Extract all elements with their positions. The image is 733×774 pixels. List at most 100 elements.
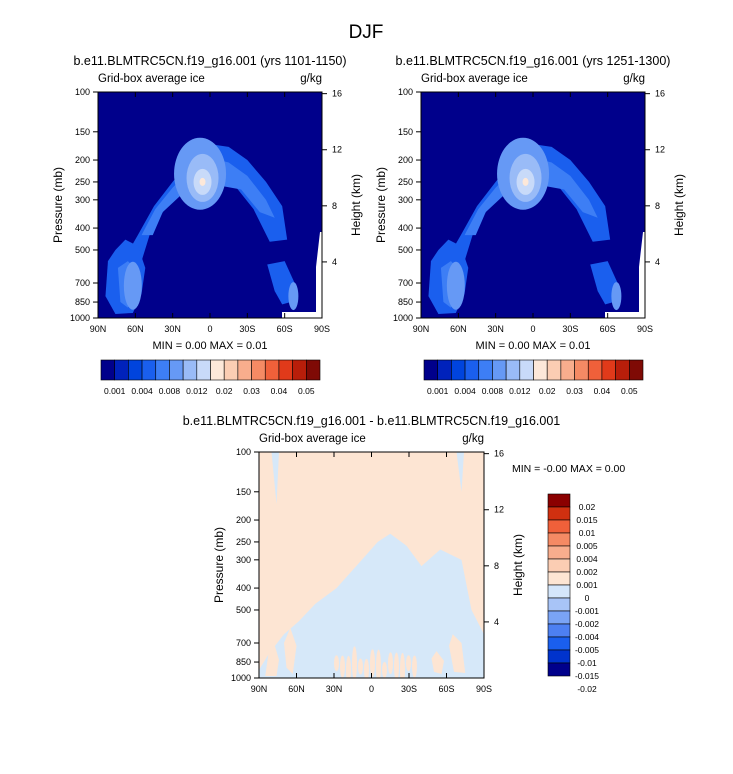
field-layer bbox=[259, 452, 484, 678]
colorbar-box bbox=[223, 359, 239, 381]
x-tick-label: 30N bbox=[164, 324, 181, 334]
colorbar-box bbox=[547, 610, 571, 625]
positive-nh-mid bbox=[284, 627, 297, 674]
colorbar-label: 0.03 bbox=[566, 386, 583, 396]
y-tick-label: 500 bbox=[75, 245, 90, 255]
positive-lower-speckle bbox=[334, 655, 339, 672]
ice-arch-outer bbox=[122, 144, 288, 262]
colorbar-box bbox=[196, 359, 211, 381]
colorbar-label: -0.001 bbox=[575, 606, 599, 616]
colorbar-box bbox=[547, 545, 571, 560]
ice-core-4 bbox=[522, 177, 529, 186]
y-tick-label: 700 bbox=[75, 278, 90, 288]
missing-data-region bbox=[282, 232, 322, 318]
colorbar-label: 0.04 bbox=[271, 386, 288, 396]
positive-lower-speckle bbox=[358, 658, 363, 675]
colorbar-box bbox=[128, 359, 143, 381]
y-tick-label: 100 bbox=[75, 87, 90, 97]
ice-arch-inner bbox=[464, 157, 598, 236]
y-axis-title-right: Height (km) bbox=[511, 534, 525, 596]
colorbar-box bbox=[546, 359, 562, 381]
x-tick-label: 30S bbox=[401, 684, 417, 694]
colorbar-label: 0.005 bbox=[576, 541, 598, 551]
colorbar-label: -0.015 bbox=[575, 671, 599, 681]
x-tick-label: 60S bbox=[600, 324, 616, 334]
panel-left-label: Grid-box average ice bbox=[259, 433, 366, 445]
colorbar-label: 0.008 bbox=[482, 386, 504, 396]
ice-sh-band bbox=[267, 261, 295, 305]
colorbar-label: 0.004 bbox=[576, 554, 598, 564]
colorbar-label: 0.008 bbox=[159, 386, 181, 396]
colorbar-box bbox=[169, 359, 184, 381]
panel-units-label: g/kg bbox=[462, 433, 484, 445]
y-tick-label: 400 bbox=[398, 223, 413, 233]
y-tick-label: 250 bbox=[236, 537, 251, 547]
colorbar-label: 0.02 bbox=[216, 386, 233, 396]
y-tick-label-right: 4 bbox=[494, 617, 499, 627]
colorbar-label: 0.015 bbox=[576, 515, 598, 525]
colorbar-box bbox=[478, 359, 493, 381]
x-tick-label: 60N bbox=[127, 324, 144, 334]
y-tick-label: 700 bbox=[398, 278, 413, 288]
y-tick-label: 1000 bbox=[70, 313, 90, 323]
positive-sh-lower bbox=[449, 634, 466, 673]
colorbar-box bbox=[533, 359, 548, 381]
min-max-stats: MIN = 0.00 MAX = 0.01 bbox=[153, 340, 268, 352]
x-tick-label: 60S bbox=[277, 324, 293, 334]
colorbar-label: 0.05 bbox=[298, 386, 315, 396]
panel-title: b.e11.BLMTRC5CN.f19_g16.001 (yrs 1251-13… bbox=[396, 54, 671, 68]
colorbar-label: -0.004 bbox=[575, 632, 599, 642]
ice-arch-inner bbox=[141, 157, 275, 236]
colorbar-box bbox=[560, 359, 575, 381]
colorbar-box bbox=[547, 571, 571, 586]
colorbar-box bbox=[547, 493, 571, 508]
colorbar-label: 0.02 bbox=[579, 502, 596, 512]
y-tick-label: 300 bbox=[75, 195, 90, 205]
y-axis-title-right: Height (km) bbox=[672, 174, 686, 236]
missing-data-region bbox=[605, 232, 645, 318]
y-tick-label-right: 8 bbox=[332, 201, 337, 211]
colorbar-box bbox=[114, 359, 129, 381]
negative-upper-spot-nh bbox=[271, 452, 279, 505]
colorbar-label: 0.012 bbox=[509, 386, 531, 396]
panel-title: b.e11.BLMTRC5CN.f19_g16.001 (yrs 1101-11… bbox=[73, 54, 346, 68]
positive-lower-speckle bbox=[406, 655, 411, 672]
y-tick-label: 250 bbox=[398, 177, 413, 187]
colorbar-label: -0.002 bbox=[575, 619, 599, 629]
ice-nh-spot bbox=[123, 261, 142, 310]
positive-lower-speckle bbox=[352, 646, 357, 678]
positive-sh-mid bbox=[431, 651, 444, 674]
negative-upper-spot-sh bbox=[456, 452, 464, 492]
colorbar-label: 0.002 bbox=[576, 567, 598, 577]
colorbar-label: -0.005 bbox=[575, 645, 599, 655]
y-tick-label-right: 4 bbox=[655, 257, 660, 267]
y-tick-label-right: 8 bbox=[494, 561, 499, 571]
positive-lower-speckle bbox=[394, 652, 399, 678]
positive-upper-band bbox=[259, 452, 484, 670]
colorbar-box bbox=[587, 359, 603, 381]
colorbar-box bbox=[547, 519, 571, 534]
y-tick-label: 400 bbox=[236, 583, 251, 593]
y-tick-label: 700 bbox=[236, 638, 251, 648]
min-max-stats: MIN = 0.00 MAX = 0.01 bbox=[476, 340, 591, 352]
colorbar-box bbox=[519, 359, 534, 381]
x-tick-label: 60N bbox=[288, 684, 305, 694]
y-tick-label: 250 bbox=[75, 177, 90, 187]
y-axis-title: Pressure (mb) bbox=[212, 527, 226, 603]
field-layer bbox=[98, 92, 322, 318]
y-tick-label-right: 4 bbox=[332, 257, 337, 267]
positive-lower-speckle bbox=[400, 652, 405, 678]
y-tick-label-right: 12 bbox=[655, 145, 665, 155]
colorbar-box bbox=[141, 359, 157, 381]
y-tick-label: 850 bbox=[236, 657, 251, 667]
y-tick-label: 150 bbox=[398, 127, 413, 137]
y-tick-label: 200 bbox=[236, 515, 251, 525]
positive-lower-speckle bbox=[388, 652, 393, 675]
ice-sh-band bbox=[590, 261, 618, 305]
colorbar-box bbox=[451, 359, 466, 381]
y-tick-label: 1000 bbox=[231, 673, 251, 683]
colorbar-label: 0.05 bbox=[621, 386, 638, 396]
ice-core-4 bbox=[199, 177, 206, 186]
y-tick-label: 1000 bbox=[393, 313, 413, 323]
colorbar-label: 0.004 bbox=[131, 386, 153, 396]
